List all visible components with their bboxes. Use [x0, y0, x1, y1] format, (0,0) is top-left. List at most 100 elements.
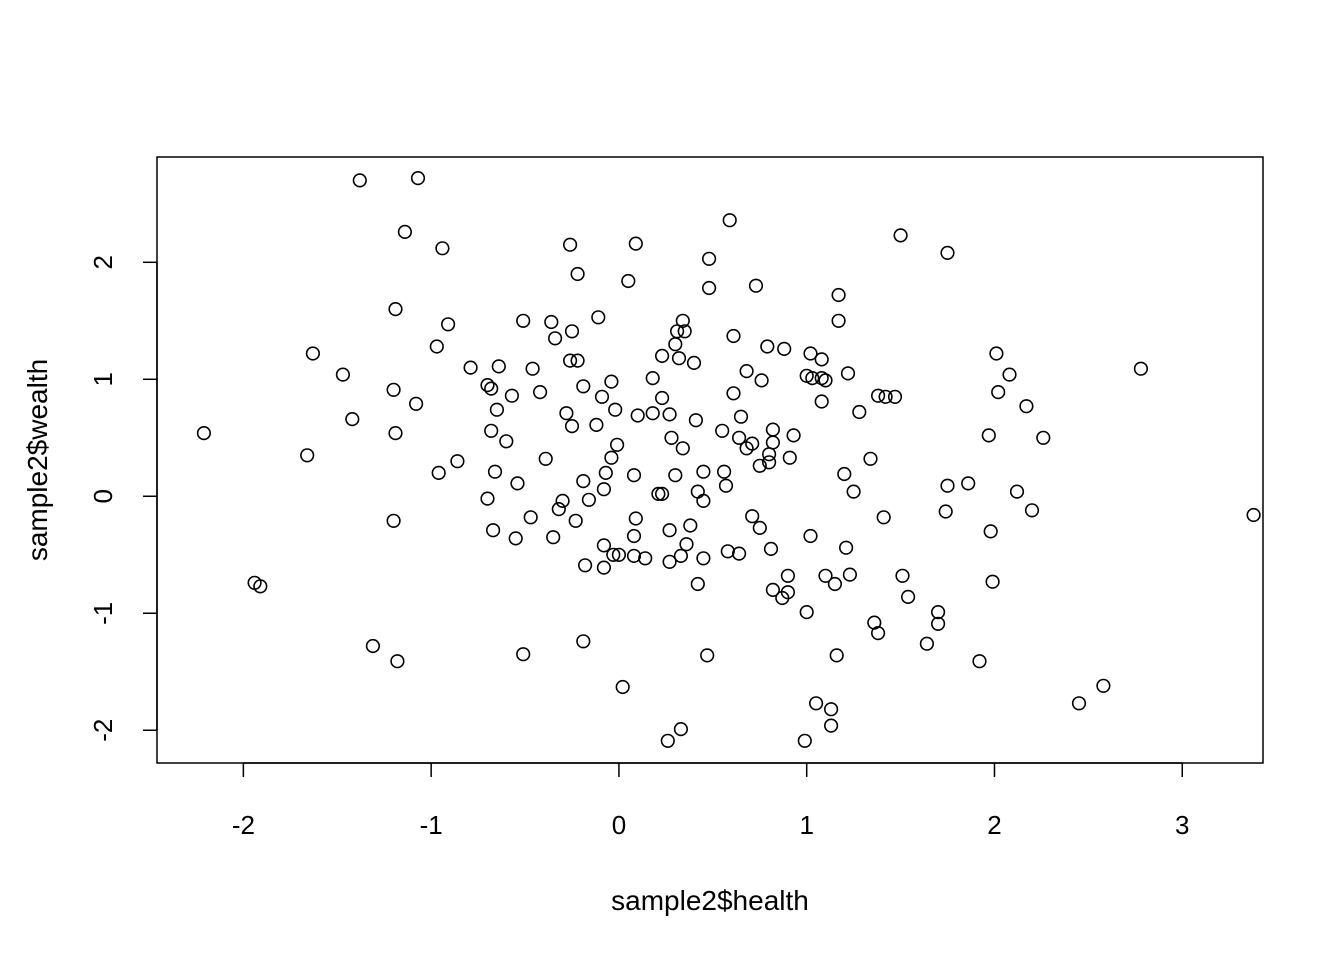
- data-point: [489, 402, 505, 417]
- data-point: [818, 373, 833, 388]
- data-point: [484, 423, 499, 438]
- data-point: [651, 486, 666, 502]
- data-point: [726, 328, 741, 344]
- data-point: [547, 331, 563, 346]
- data-point: [840, 366, 856, 381]
- data-point: [701, 251, 717, 266]
- data-point: [576, 474, 591, 489]
- data-point: [690, 576, 705, 592]
- data-point: [568, 513, 583, 528]
- data-point: [390, 654, 405, 669]
- data-point: [745, 509, 760, 524]
- x-tick-label: -1: [420, 810, 443, 840]
- data-point: [752, 458, 767, 473]
- data-point: [893, 228, 908, 243]
- y-tick-label: -1: [88, 602, 118, 625]
- data-point: [559, 406, 574, 421]
- data-point: [696, 464, 711, 479]
- data-point: [551, 502, 566, 517]
- data-point: [305, 346, 321, 361]
- data-point: [823, 702, 839, 717]
- data-point: [626, 528, 642, 544]
- data-point: [532, 385, 548, 400]
- data-point: [638, 551, 653, 566]
- data-point: [345, 412, 360, 427]
- data-point: [570, 353, 585, 368]
- data-point: [731, 546, 747, 561]
- data-point: [981, 428, 996, 443]
- data-point: [786, 428, 801, 443]
- data-point: [576, 379, 591, 394]
- x-tick-label: 2: [987, 810, 1001, 840]
- data-point: [799, 604, 814, 620]
- data-point: [538, 451, 553, 466]
- data-point: [654, 486, 670, 502]
- data-point: [831, 287, 846, 303]
- data-point: [525, 361, 540, 376]
- data-point: [972, 654, 987, 669]
- data-point: [688, 413, 704, 428]
- data-point: [564, 419, 580, 434]
- data-point: [731, 430, 747, 445]
- x-tick-label: 3: [1175, 810, 1189, 840]
- data-point: [675, 441, 690, 456]
- data-point: [814, 394, 829, 409]
- data-point: [1024, 503, 1040, 518]
- data-point: [829, 648, 844, 663]
- data-point: [803, 346, 818, 361]
- data-point: [930, 604, 946, 620]
- data-point: [429, 339, 444, 354]
- data-point: [870, 388, 886, 403]
- data-point: [805, 371, 820, 386]
- data-point: [581, 492, 597, 507]
- data-point: [696, 493, 711, 509]
- data-point: [654, 348, 670, 364]
- data-point: [940, 478, 955, 493]
- data-point: [673, 721, 689, 737]
- plot-frame: [156, 156, 1264, 764]
- data-point: [654, 390, 670, 406]
- data-point: [523, 510, 538, 525]
- data-point: [752, 520, 767, 536]
- y-tick-label: 2: [88, 255, 118, 269]
- data-point: [484, 381, 499, 396]
- data-point: [1096, 678, 1111, 693]
- data-point: [544, 314, 559, 330]
- data-point: [930, 616, 946, 631]
- data-point: [818, 568, 833, 583]
- data-points: [196, 171, 1261, 748]
- data-point: [662, 523, 677, 538]
- data-point: [846, 484, 861, 499]
- x-tick-label: -2: [232, 810, 255, 840]
- data-point: [760, 339, 775, 354]
- data-point: [675, 313, 690, 328]
- data-point: [761, 447, 777, 462]
- data-point: [615, 679, 630, 695]
- data-point: [196, 426, 211, 441]
- data-point: [508, 531, 523, 546]
- data-point: [1246, 507, 1261, 523]
- data-point: [1002, 367, 1017, 382]
- data-point: [989, 346, 1004, 361]
- data-point: [745, 436, 760, 451]
- data-point: [645, 371, 660, 386]
- y-tick-label: 1: [88, 372, 118, 386]
- data-point: [606, 547, 621, 562]
- data-point: [594, 389, 610, 404]
- data-point: [626, 468, 642, 483]
- data-point: [722, 213, 737, 228]
- data-point: [431, 465, 446, 481]
- data-point: [887, 389, 903, 404]
- data-point: [863, 451, 878, 466]
- data-point: [827, 576, 843, 592]
- y-axis-label: sample2$wealth: [22, 359, 53, 561]
- data-point: [352, 173, 367, 188]
- data-point: [985, 574, 1000, 589]
- data-point: [486, 523, 501, 538]
- data-point: [604, 374, 619, 389]
- data-point: [763, 541, 779, 557]
- data-point: [664, 430, 679, 445]
- data-point: [683, 518, 698, 533]
- data-point: [397, 224, 413, 239]
- data-point: [761, 455, 777, 470]
